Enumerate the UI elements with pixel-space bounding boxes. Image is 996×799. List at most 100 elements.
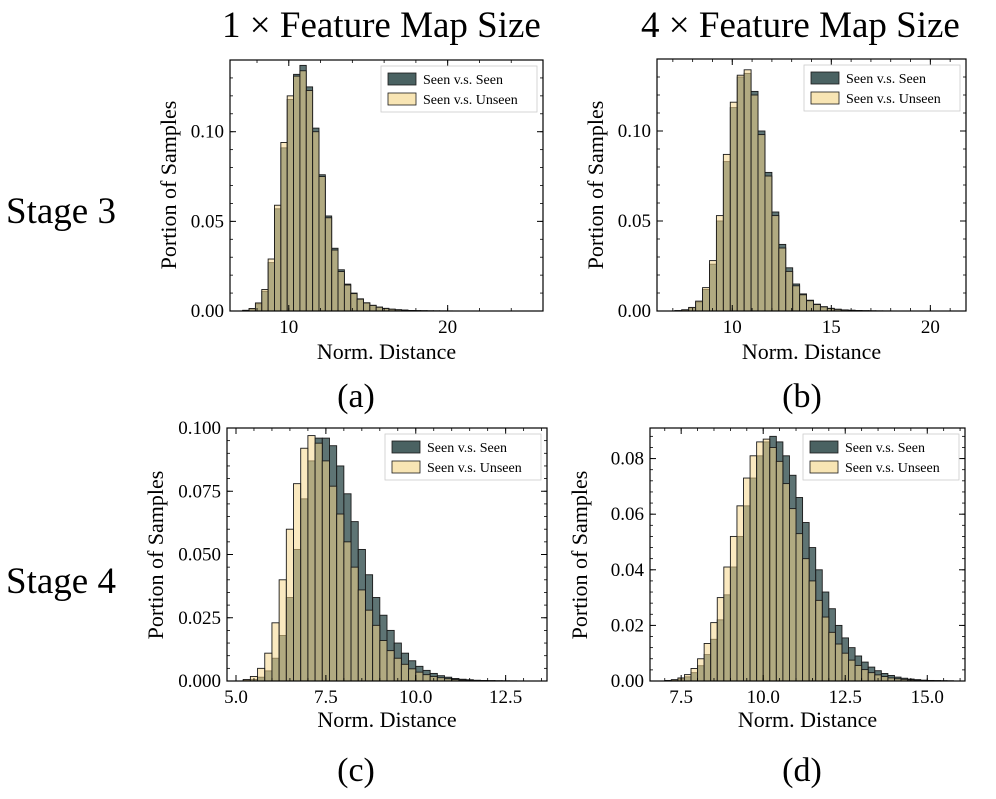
y-tick-label: 0.100 (178, 418, 221, 439)
legend-label: Seen v.s. Unseen (845, 461, 940, 476)
y-tick-label: 0.04 (611, 560, 645, 581)
y-axis-label: Portion of Samples (143, 471, 168, 640)
unseen-bar (867, 672, 876, 681)
unseen-bar (775, 460, 784, 681)
legend-label: Seen v.s. Seen (427, 441, 507, 456)
x-axis-label: Norm. Distance (317, 339, 456, 364)
unseen-bar (854, 664, 863, 681)
panel-caption-a: (a) (337, 378, 375, 415)
unseen-bar (697, 658, 705, 681)
y-tick-label: 0.050 (178, 545, 221, 566)
x-tick-label: 10.0 (747, 687, 780, 708)
y-axis-label: Portion of Samples (567, 471, 592, 640)
x-tick-label: 10 (723, 317, 742, 338)
x-tick-label: 7.5 (669, 687, 693, 708)
unseen-bar (723, 566, 731, 681)
y-tick-label: 0.05 (191, 211, 224, 232)
unseen-bar (821, 616, 830, 681)
unseen-bar (749, 455, 758, 681)
legend: Seen v.s. Seen Seen v.s. Unseen (803, 64, 961, 112)
x-tick-label: 10.0 (399, 687, 432, 708)
x-tick-label: 12.5 (489, 687, 522, 708)
unseen-bar (808, 580, 817, 681)
x-tick-label: 20 (438, 317, 457, 338)
legend-swatch-seen (809, 440, 839, 454)
unseen-bar (736, 505, 744, 681)
x-tick-label: 10 (279, 317, 298, 338)
panel-caption-b: (b) (782, 378, 822, 415)
bars-group (674, 69, 911, 311)
legend-swatch-unseen (809, 460, 839, 474)
unseen-bar (834, 643, 843, 681)
legend-swatch-seen (810, 71, 840, 85)
unseen-bar (684, 674, 692, 681)
legend: Seen v.s. Seen Seen v.s. Unseen (802, 433, 960, 481)
y-tick-label: 0.025 (178, 608, 221, 629)
x-tick-label: 5.0 (224, 687, 248, 708)
x-axis-label: Norm. Distance (738, 707, 877, 732)
column-title-4x: 4 × Feature Map Size (641, 5, 960, 46)
legend-swatch-seen (391, 440, 421, 454)
legend-swatch-unseen (387, 92, 417, 106)
y-tick-label: 0.05 (618, 211, 651, 232)
unseen-bar (789, 508, 797, 681)
x-tick-label: 15.0 (911, 687, 944, 708)
y-tick-label: 0.10 (191, 122, 224, 143)
y-axis-label: Portion of Samples (156, 101, 181, 270)
unseen-bar (690, 668, 699, 681)
x-tick-label: 15 (822, 317, 841, 338)
legend-label: Seen v.s. Unseen (427, 461, 522, 476)
legend-swatch-unseen (391, 460, 421, 474)
y-tick-label: 0.00 (191, 301, 224, 322)
column-title-1x: 1 × Feature Map Size (222, 5, 541, 46)
legend-swatch-seen (387, 72, 417, 86)
y-tick-label: 0.075 (178, 481, 221, 502)
unseen-bar (815, 599, 823, 681)
unseen-bar (769, 447, 777, 681)
y-tick-label: 0.000 (178, 671, 221, 692)
unseen-bar (880, 676, 889, 681)
y-tick-label: 0.06 (611, 504, 644, 525)
legend-label: Seen v.s. Seen (845, 441, 925, 456)
legend-label: Seen v.s. Seen (423, 73, 503, 88)
unseen-bar (848, 659, 856, 681)
x-axis-label: Norm. Distance (317, 707, 456, 732)
y-tick-label: 0.02 (611, 615, 644, 636)
unseen-bar (762, 438, 771, 681)
unseen-bar (756, 441, 764, 681)
legend-label: Seen v.s. Seen (846, 72, 926, 87)
unseen-bar (802, 558, 810, 681)
row-title-stage-4: Stage 4 (6, 561, 116, 602)
bars-group (242, 64, 498, 311)
unseen-bar (710, 622, 718, 681)
unseen-bar (861, 669, 869, 681)
unseen-bar (782, 483, 790, 681)
legend-swatch-unseen (810, 91, 840, 105)
y-tick-label: 0.00 (611, 671, 644, 692)
unseen-bar (795, 533, 804, 681)
legend: Seen v.s. Seen Seen v.s. Unseen (380, 65, 538, 113)
y-tick-label: 0.08 (611, 449, 644, 470)
unseen-bar (729, 535, 738, 681)
legend-label: Seen v.s. Unseen (846, 92, 941, 107)
x-tick-label: 20 (921, 317, 940, 338)
x-tick-label: 7.5 (314, 687, 338, 708)
unseen-bar (703, 643, 712, 681)
unseen-bar (743, 477, 751, 681)
y-tick-label: 0.00 (618, 301, 651, 322)
y-axis-label: Portion of Samples (583, 101, 608, 270)
legend: Seen v.s. Seen Seen v.s. Unseen (384, 433, 542, 481)
axes-frame (649, 427, 966, 682)
row-title-stage-3: Stage 3 (6, 191, 116, 232)
bars-group (664, 435, 954, 681)
x-tick-label: 12.5 (829, 687, 862, 708)
unseen-bar (716, 597, 725, 681)
x-axis-label: Norm. Distance (742, 339, 881, 364)
panel-caption-d: (d) (782, 752, 822, 789)
unseen-bar (828, 631, 836, 681)
y-tick-label: 0.10 (618, 121, 651, 142)
